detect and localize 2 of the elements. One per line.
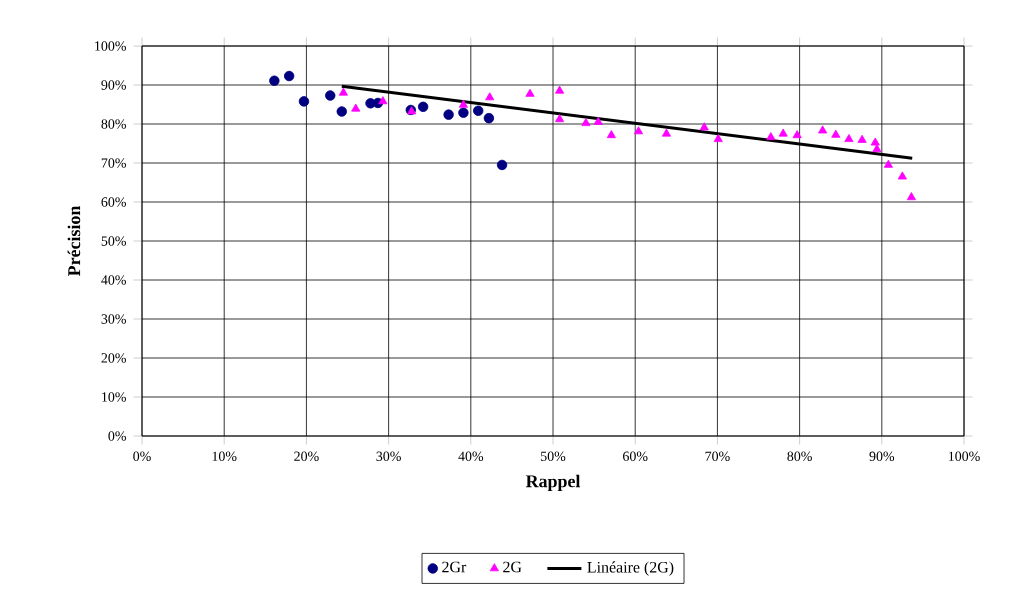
x-axis-title: Rappel bbox=[525, 474, 581, 491]
y-axis-title: Précision bbox=[67, 205, 81, 277]
